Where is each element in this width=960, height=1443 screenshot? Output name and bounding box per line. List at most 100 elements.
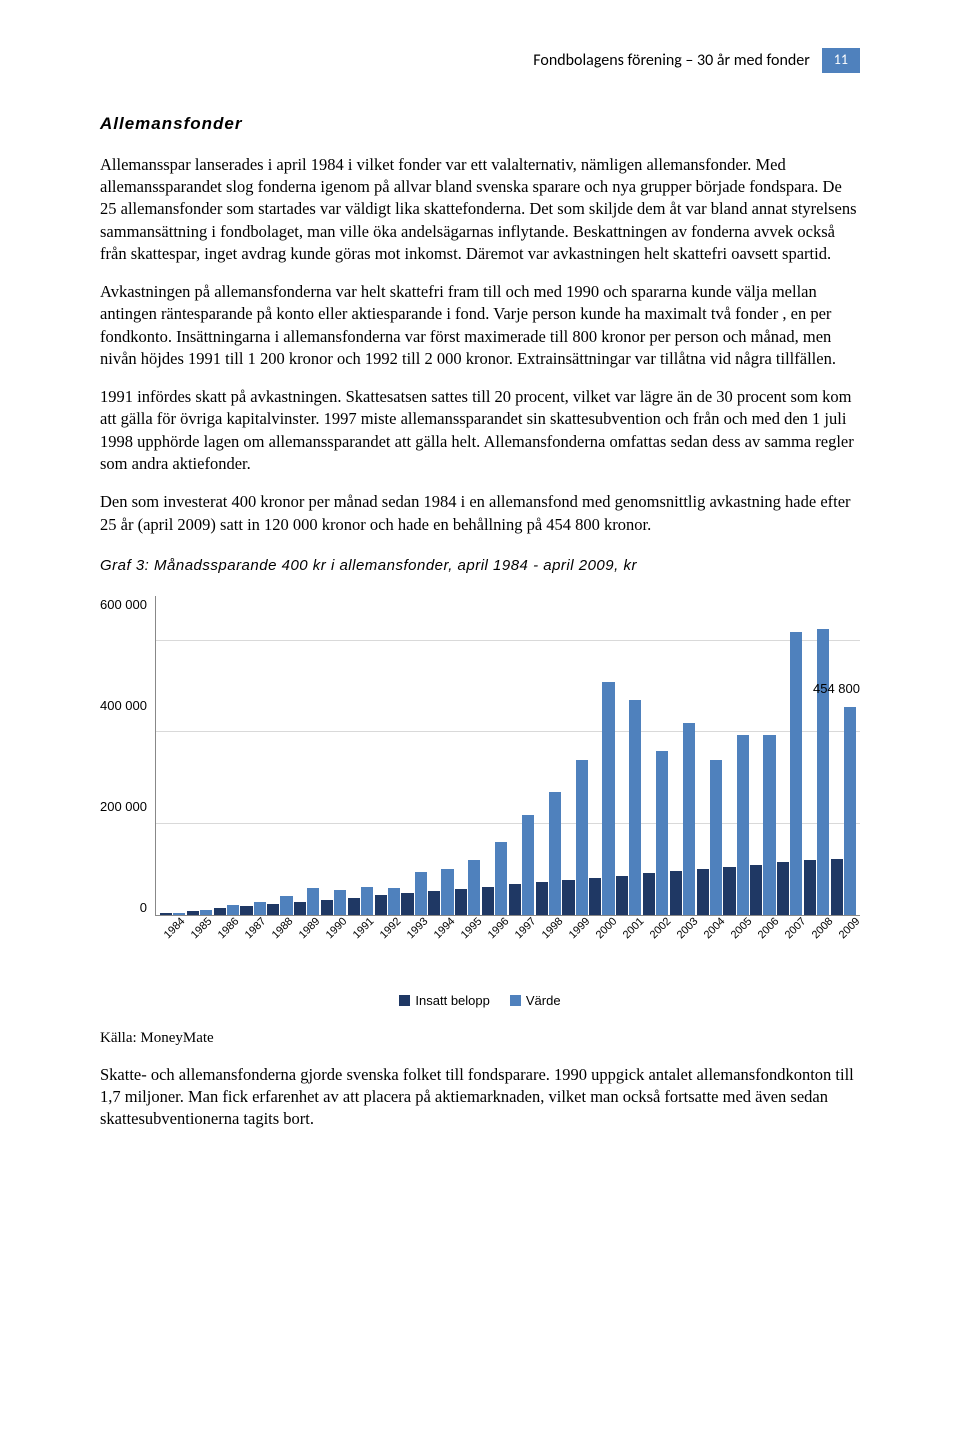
y-tick-label: 600 000 — [100, 596, 147, 614]
bar — [441, 869, 453, 915]
bar-group — [697, 760, 722, 915]
legend-item: Värde — [510, 992, 561, 1010]
bar-group — [616, 700, 641, 915]
bar-group — [643, 751, 668, 916]
bar — [817, 629, 829, 915]
bar — [670, 871, 682, 915]
bar — [536, 882, 548, 915]
bar-group — [214, 905, 239, 915]
bar — [562, 880, 574, 915]
bar — [589, 878, 601, 915]
bar — [361, 887, 373, 915]
bar — [804, 860, 816, 915]
bar-group — [348, 887, 373, 915]
bar — [723, 867, 735, 915]
plot-area: 454 800 — [155, 596, 860, 916]
bar — [697, 869, 709, 915]
bar — [321, 900, 333, 915]
bar — [415, 872, 427, 915]
bar — [200, 910, 212, 915]
bar-group — [321, 890, 346, 915]
bar — [495, 842, 507, 915]
section-heading: Allemansfonder — [100, 113, 860, 136]
body-paragraph: 1991 infördes skatt på avkastningen. Ska… — [100, 386, 860, 475]
x-axis: 1984198519861987198819891990199119921993… — [155, 916, 860, 956]
bar — [790, 632, 802, 915]
bar — [455, 889, 467, 915]
bar-group — [723, 735, 748, 916]
bar-group — [831, 707, 856, 915]
bar — [240, 906, 252, 915]
legend-swatch-icon — [510, 995, 521, 1006]
bar — [388, 888, 400, 915]
legend-label: Värde — [526, 992, 561, 1010]
bar — [348, 898, 360, 916]
y-tick-label: 400 000 — [100, 697, 147, 715]
bar-group — [187, 910, 212, 915]
bar — [173, 913, 185, 915]
y-tick-label: 0 — [140, 899, 147, 917]
bar — [777, 862, 789, 915]
bar — [227, 905, 239, 915]
bar — [509, 884, 521, 915]
bar — [549, 792, 561, 915]
chart-legend: Insatt belopp Värde — [100, 992, 860, 1010]
body-paragraph: Allemansspar lanserades i april 1984 i v… — [100, 154, 860, 265]
bar — [656, 751, 668, 916]
bar — [428, 891, 440, 915]
bar — [616, 876, 628, 915]
bar — [294, 902, 306, 915]
bar — [629, 700, 641, 915]
bar — [737, 735, 749, 916]
bar — [267, 904, 279, 915]
bar — [763, 735, 775, 916]
page-header: Fondbolagens förening – 30 år med fonder… — [100, 48, 860, 73]
bar-group — [509, 815, 534, 916]
bar-group — [536, 792, 561, 915]
bar-group — [240, 902, 265, 915]
bar — [280, 896, 292, 915]
bar — [643, 873, 655, 915]
bar — [844, 707, 856, 915]
bar — [602, 682, 614, 915]
bar-group — [375, 888, 400, 915]
bar-group — [160, 913, 185, 915]
bar — [683, 723, 695, 915]
bar-group — [294, 888, 319, 915]
y-axis: 600 000 400 000 200 000 0 — [100, 596, 155, 916]
header-title: Fondbolagens förening – 30 år med fonder — [533, 50, 810, 72]
bar-chart: 600 000 400 000 200 000 0 454 800 198419… — [100, 586, 860, 1020]
bar-group — [401, 872, 426, 915]
chart-source: Källa: MoneyMate — [100, 1028, 860, 1048]
bar — [375, 895, 387, 915]
bar — [160, 913, 172, 915]
bar-group — [804, 629, 829, 915]
bar — [187, 911, 199, 915]
bar-group — [589, 682, 614, 915]
bar-group — [482, 842, 507, 915]
bar — [214, 908, 226, 915]
bar-group — [750, 735, 775, 916]
bar-group — [562, 760, 587, 915]
body-paragraph: Skatte- och allemansfonderna gjorde sven… — [100, 1064, 860, 1131]
bar — [254, 902, 266, 915]
legend-item: Insatt belopp — [399, 992, 489, 1010]
page-number-badge: 11 — [822, 48, 860, 73]
bar — [401, 893, 413, 915]
legend-label: Insatt belopp — [415, 992, 489, 1010]
data-callout: 454 800 — [813, 680, 860, 698]
bar-group — [777, 632, 802, 915]
bar-group — [267, 896, 292, 915]
bar — [710, 760, 722, 915]
bar — [468, 860, 480, 915]
bar — [307, 888, 319, 915]
body-paragraph: Avkastningen på allemansfonderna var hel… — [100, 281, 860, 370]
bar — [522, 815, 534, 916]
bar-group — [428, 869, 453, 915]
grid-line — [156, 640, 860, 641]
grid-line — [156, 731, 860, 732]
bar — [750, 865, 762, 915]
bar — [576, 760, 588, 915]
bar — [482, 887, 494, 916]
legend-swatch-icon — [399, 995, 410, 1006]
